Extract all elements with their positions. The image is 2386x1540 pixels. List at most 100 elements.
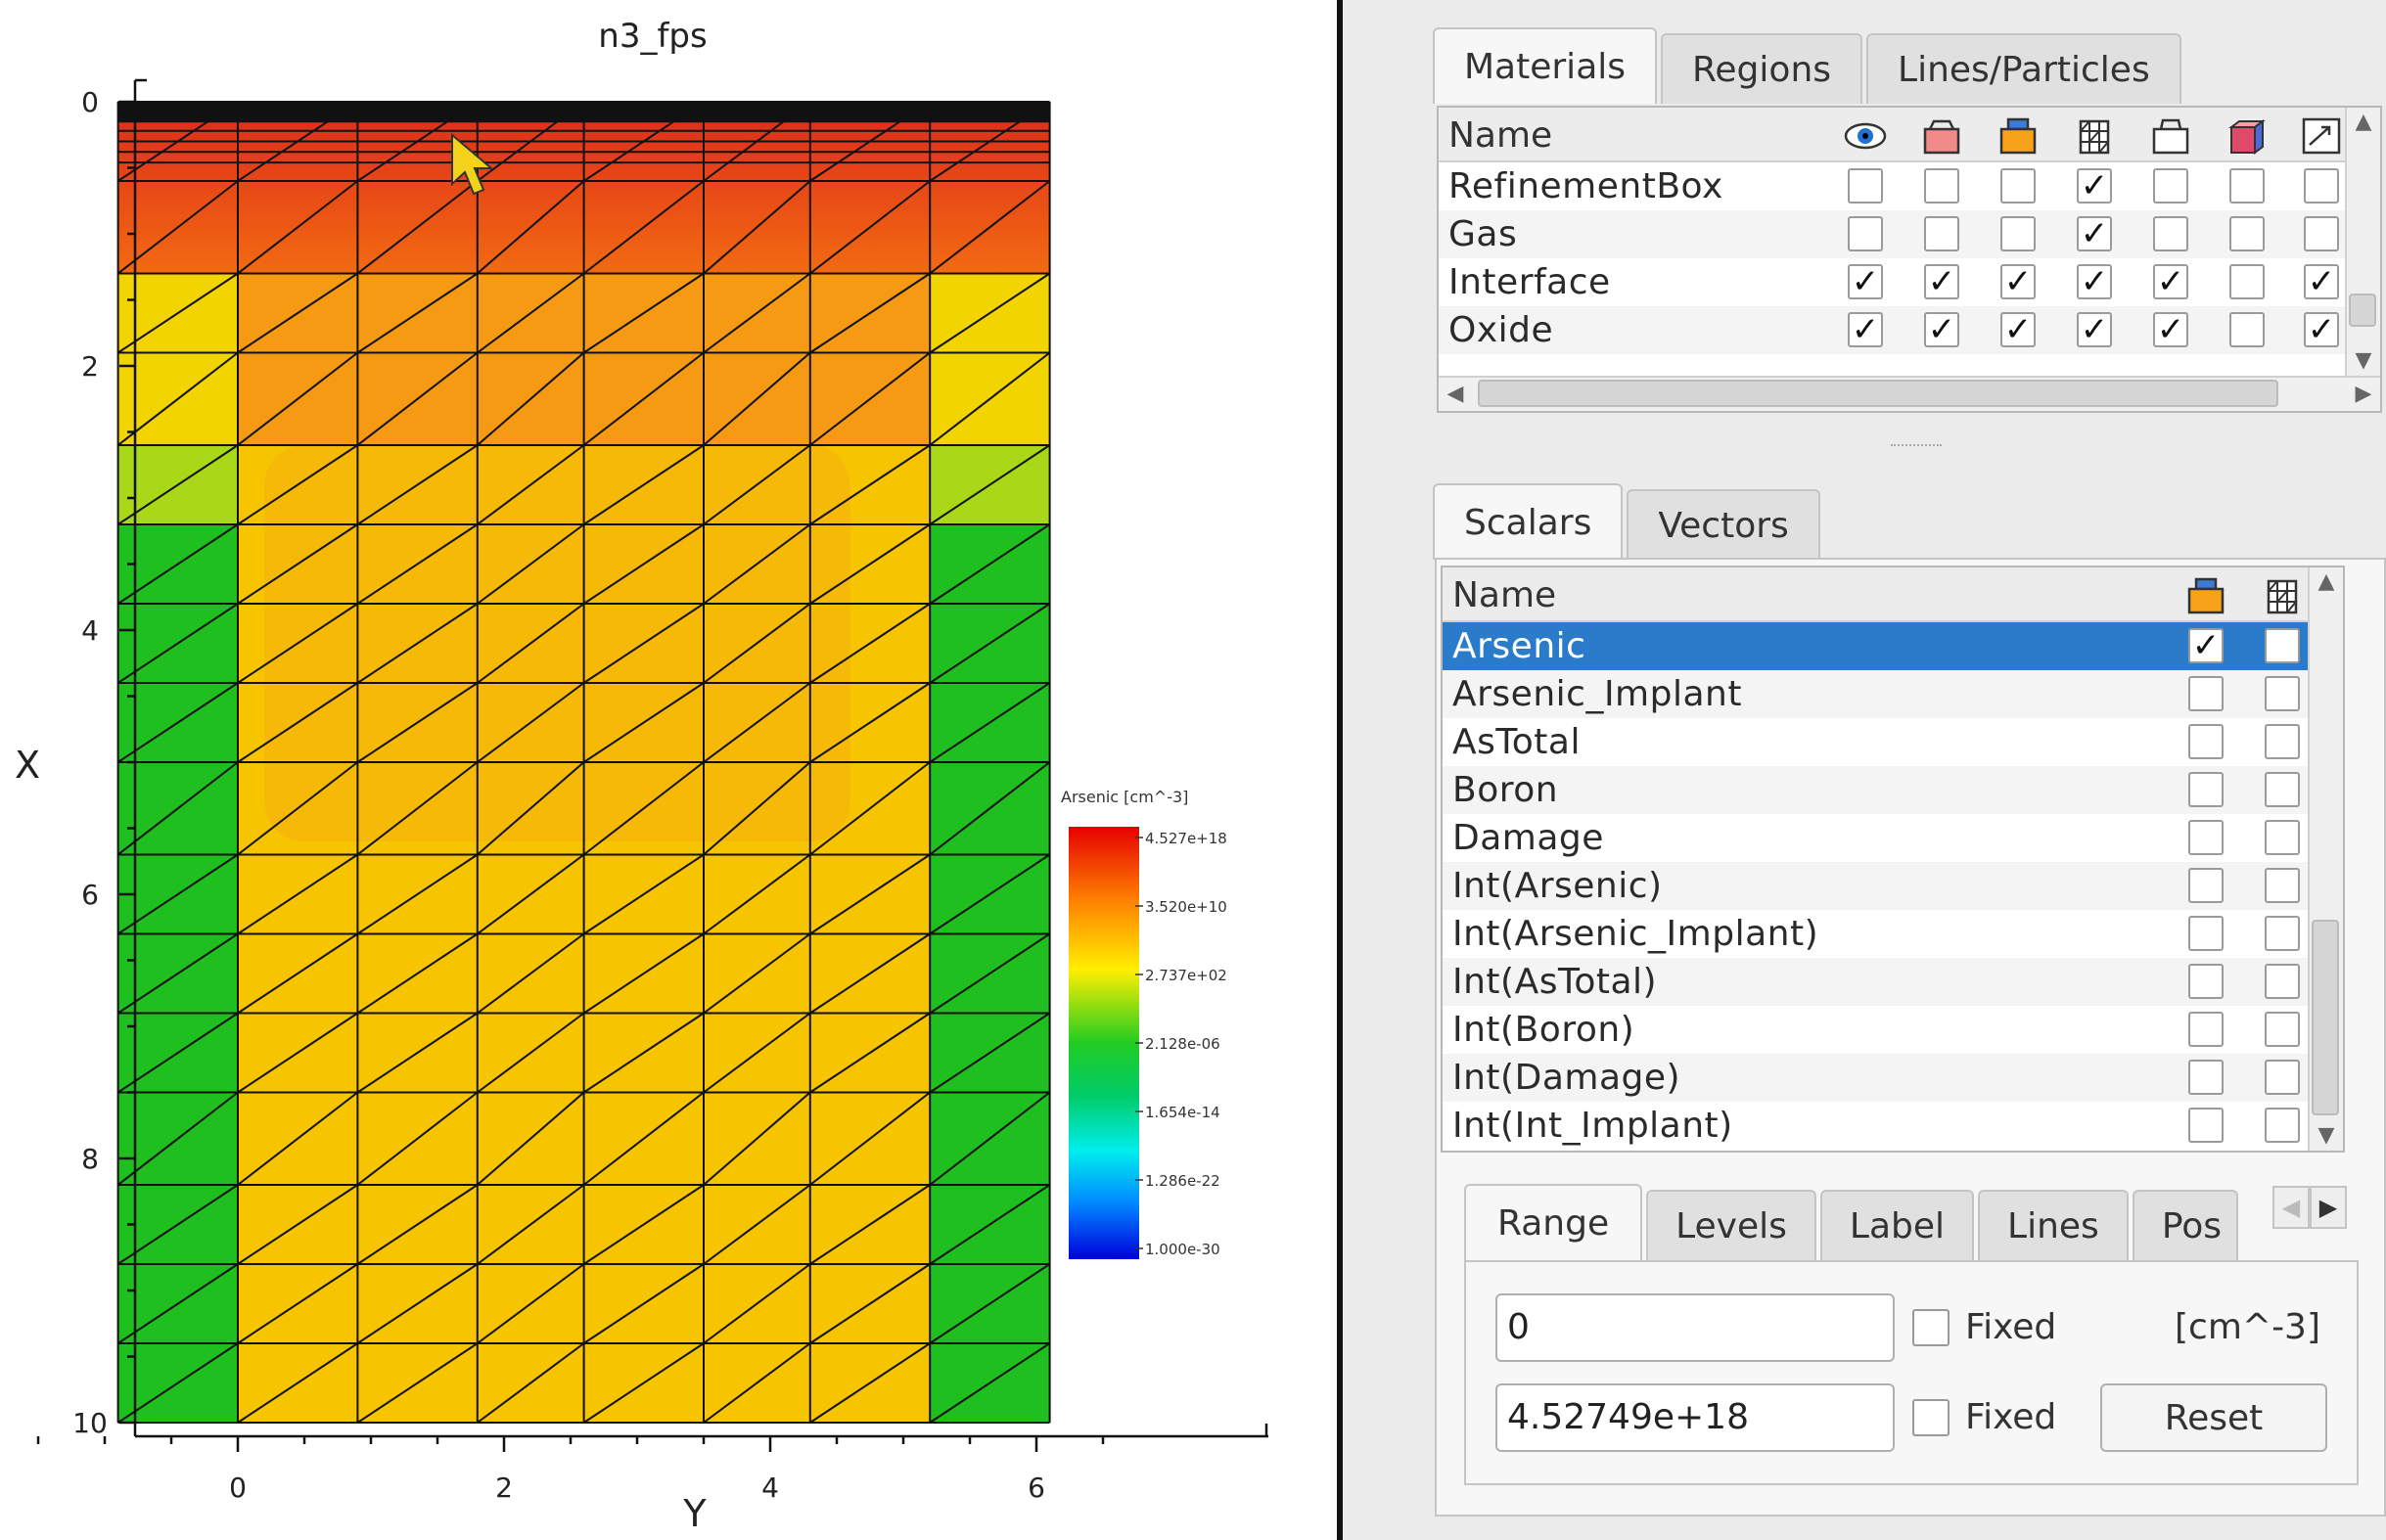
row-checkbox[interactable]: ✓ <box>2153 264 2188 299</box>
box-outline-icon[interactable] <box>2149 115 2192 157</box>
table-row[interactable]: Damage <box>1443 814 2343 862</box>
materials-vertical-scrollbar[interactable]: ▲ ▼ <box>2345 108 2380 376</box>
row-checkbox[interactable] <box>1848 168 1883 204</box>
fixed-min-checkbox[interactable] <box>1912 1309 1950 1346</box>
scroll-up-icon[interactable]: ▲ <box>2317 569 2335 594</box>
materials-horizontal-scrollbar[interactable]: ◀ ▶ <box>1439 376 2380 411</box>
row-checkbox[interactable]: ✓ <box>2188 628 2224 663</box>
row-checkbox[interactable]: ✓ <box>2077 216 2112 251</box>
mesh-icon[interactable] <box>2261 575 2304 616</box>
row-checkbox[interactable] <box>2188 1012 2224 1047</box>
row-checkbox[interactable] <box>2188 820 2224 855</box>
eye-icon[interactable] <box>1844 115 1887 157</box>
tab-scroll-right-icon[interactable]: ▶ <box>2310 1186 2347 1229</box>
table-row[interactable]: Int(Damage) <box>1443 1054 2343 1102</box>
tab-label[interactable]: Label <box>1819 1190 1975 1260</box>
row-checkbox[interactable] <box>2265 1108 2300 1143</box>
table-row[interactable]: Int(Arsenic_Implant) <box>1443 910 2343 958</box>
row-checkbox[interactable] <box>2000 168 2036 204</box>
box-orange-icon[interactable] <box>1996 115 2040 157</box>
tab-scalars[interactable]: Scalars <box>1433 483 1624 560</box>
row-checkbox[interactable] <box>2229 312 2265 347</box>
scalars-vertical-scrollbar[interactable]: ▲ ▼ <box>2308 567 2343 1151</box>
row-checkbox[interactable] <box>2265 1060 2300 1095</box>
row-checkbox[interactable]: ✓ <box>2304 264 2339 299</box>
box-red-icon[interactable] <box>1920 115 1963 157</box>
tab-range[interactable]: Range <box>1464 1184 1643 1260</box>
row-checkbox[interactable]: ✓ <box>2000 264 2036 299</box>
tab-regions[interactable]: Regions <box>1661 33 1863 104</box>
row-checkbox[interactable] <box>2265 916 2300 951</box>
row-checkbox[interactable] <box>2265 868 2300 903</box>
table-row[interactable]: Interface ✓ ✓ ✓ ✓ ✓ ✓ <box>1439 258 2380 306</box>
row-checkbox[interactable] <box>2304 168 2339 204</box>
range-max-input[interactable]: 4.52749e+18 <box>1495 1383 1895 1452</box>
range-min-input[interactable]: 0 <box>1495 1293 1895 1362</box>
scroll-down-icon[interactable]: ▼ <box>2355 348 2372 373</box>
scroll-up-icon[interactable]: ▲ <box>2355 110 2372 134</box>
splitter-handle[interactable] <box>1891 444 1942 448</box>
box-orange-icon[interactable] <box>2184 575 2227 616</box>
table-row[interactable]: Int(Int_Implant) <box>1443 1102 2343 1150</box>
row-checkbox[interactable] <box>2265 820 2300 855</box>
scroll-right-icon[interactable]: ▶ <box>2355 382 2372 406</box>
reset-button[interactable]: Reset <box>2100 1383 2327 1452</box>
row-checkbox[interactable] <box>2265 1012 2300 1047</box>
table-row[interactable]: Oxide ✓ ✓ ✓ ✓ ✓ ✓ <box>1439 306 2380 354</box>
fixed-max-checkbox[interactable] <box>1912 1399 1950 1436</box>
row-checkbox[interactable] <box>2188 868 2224 903</box>
row-checkbox[interactable] <box>2188 676 2224 711</box>
row-checkbox[interactable] <box>2265 724 2300 759</box>
row-checkbox[interactable] <box>2188 724 2224 759</box>
row-checkbox[interactable] <box>2229 216 2265 251</box>
row-checkbox[interactable] <box>2265 676 2300 711</box>
tab-lines-particles[interactable]: Lines/Particles <box>1866 33 2181 104</box>
row-checkbox[interactable] <box>1924 168 1959 204</box>
row-checkbox[interactable] <box>2188 916 2224 951</box>
table-row[interactable]: RefinementBox ✓ <box>1439 162 2380 210</box>
table-row[interactable]: Int(Arsenic) <box>1443 862 2343 910</box>
tab-materials[interactable]: Materials <box>1433 27 1658 104</box>
mesh-icon[interactable] <box>2073 115 2116 157</box>
row-checkbox[interactable] <box>2153 216 2188 251</box>
row-checkbox[interactable] <box>2229 168 2265 204</box>
row-checkbox[interactable] <box>2188 964 2224 999</box>
row-checkbox[interactable]: ✓ <box>1924 264 1959 299</box>
panel-divider[interactable] <box>1337 0 1343 1540</box>
scroll-thumb[interactable] <box>2349 294 2376 327</box>
table-row[interactable]: AsTotal <box>1443 718 2343 766</box>
scroll-thumb[interactable] <box>2312 920 2339 1115</box>
tab-lines[interactable]: Lines <box>1978 1190 2129 1260</box>
row-checkbox[interactable] <box>2265 772 2300 807</box>
row-checkbox[interactable] <box>2188 772 2224 807</box>
tab-pos[interactable]: Pos <box>2132 1190 2238 1260</box>
table-row[interactable]: Int(AsTotal) <box>1443 958 2343 1006</box>
row-checkbox[interactable] <box>2188 1060 2224 1095</box>
table-row[interactable]: Arsenic ✓ <box>1443 622 2343 670</box>
vector-icon[interactable] <box>2300 115 2343 157</box>
tab-scroll-left-icon[interactable]: ◀ <box>2272 1186 2310 1229</box>
row-checkbox[interactable]: ✓ <box>2077 312 2112 347</box>
hscroll-thumb[interactable] <box>1478 380 2278 407</box>
tab-levels[interactable]: Levels <box>1646 1190 1816 1260</box>
scroll-left-icon[interactable]: ◀ <box>1446 382 1464 406</box>
tab-vectors[interactable]: Vectors <box>1627 489 1820 560</box>
row-checkbox[interactable]: ✓ <box>2153 312 2188 347</box>
row-checkbox[interactable] <box>2265 628 2300 663</box>
scroll-down-icon[interactable]: ▼ <box>2317 1123 2335 1148</box>
row-checkbox[interactable] <box>2153 168 2188 204</box>
box-3d-icon[interactable] <box>2225 115 2269 157</box>
row-checkbox[interactable]: ✓ <box>2077 168 2112 204</box>
row-checkbox[interactable] <box>2265 964 2300 999</box>
row-checkbox[interactable] <box>2304 216 2339 251</box>
table-row[interactable]: Gas ✓ <box>1439 210 2380 258</box>
row-checkbox[interactable] <box>2229 264 2265 299</box>
mesh-plot[interactable]: 0 2 4 6 0 2 4 6 8 10 Arsenic [cm^-3] 4.527e+18 3.52… <box>0 0 1337 1540</box>
row-checkbox[interactable] <box>1848 216 1883 251</box>
table-row[interactable]: Boron <box>1443 766 2343 814</box>
table-row[interactable]: Arsenic_Implant <box>1443 670 2343 718</box>
row-checkbox[interactable]: ✓ <box>2000 312 2036 347</box>
row-checkbox[interactable]: ✓ <box>1848 312 1883 347</box>
table-row[interactable]: Int(Boron) <box>1443 1006 2343 1054</box>
row-checkbox[interactable]: ✓ <box>2304 312 2339 347</box>
